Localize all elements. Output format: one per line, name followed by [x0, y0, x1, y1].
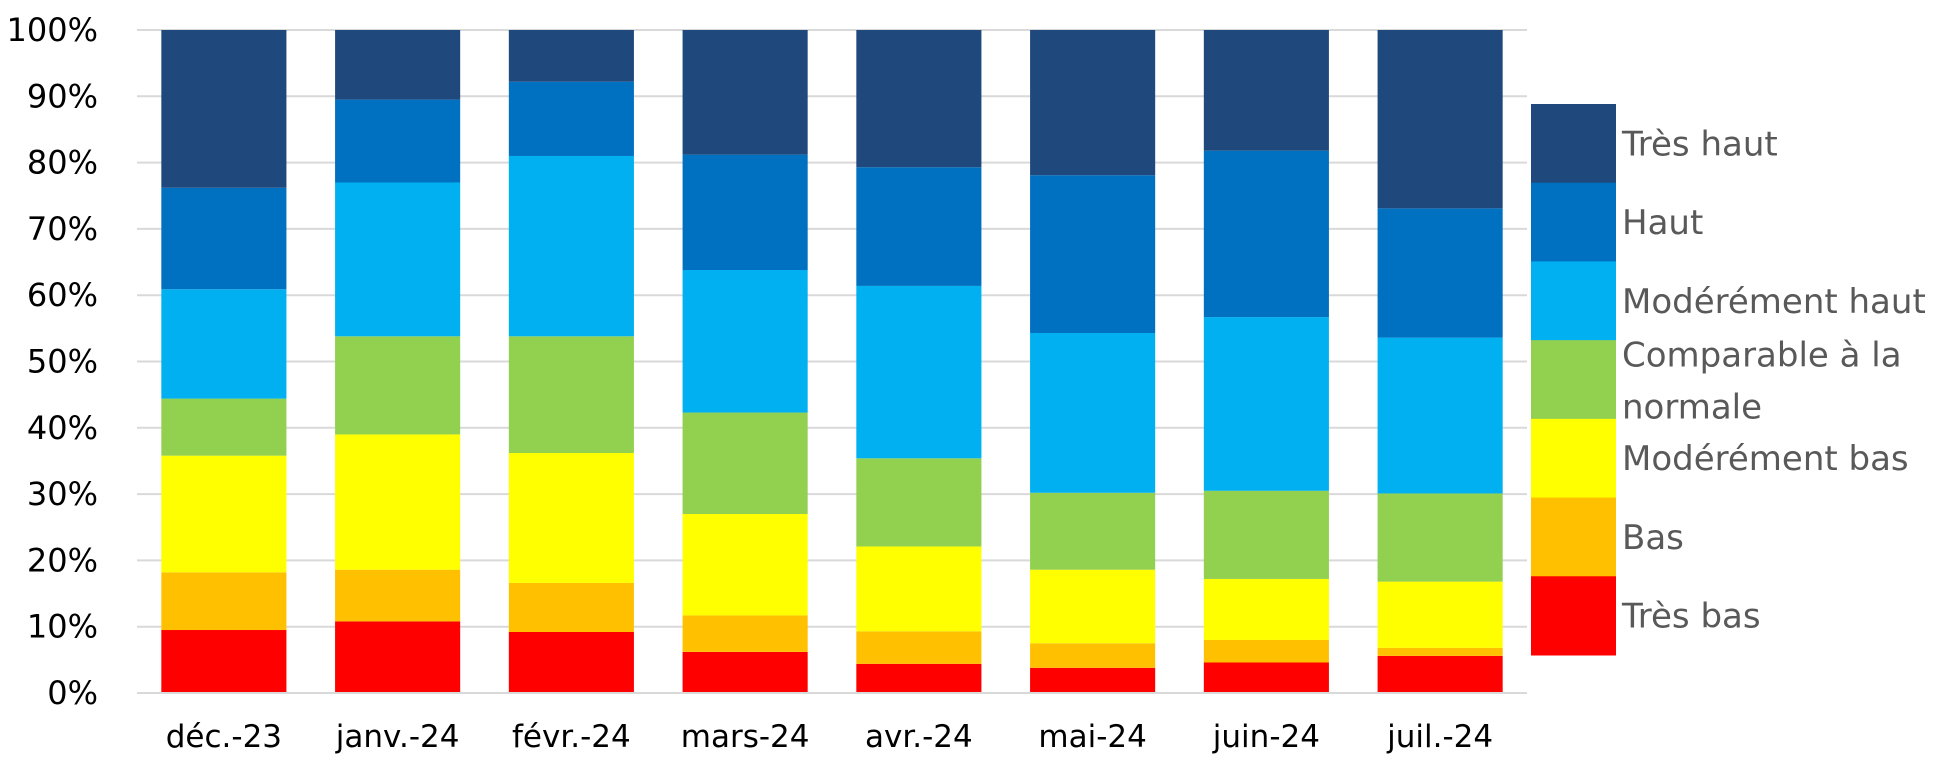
y-tick-label: 80% — [27, 144, 98, 182]
bar-segment — [1030, 30, 1156, 176]
bar-segment — [682, 30, 808, 155]
bar-segment — [1203, 578, 1329, 640]
bar-segment — [682, 154, 808, 271]
bar-segment — [682, 412, 808, 514]
bar-segment — [508, 336, 634, 453]
y-tick-label: 100% — [7, 11, 98, 49]
legend-swatch — [1531, 182, 1616, 262]
legend-label: Très haut — [1621, 124, 1778, 164]
y-tick-label: 20% — [27, 541, 98, 579]
y-tick-label: 10% — [27, 608, 98, 646]
x-tick-label: févr.-24 — [512, 719, 631, 755]
legend-label: Modérément bas — [1622, 439, 1909, 479]
bar-segment — [161, 630, 287, 693]
legend-label: Comparable à la normale — [1622, 336, 1902, 428]
bars — [161, 30, 1503, 693]
bar-segment — [335, 569, 461, 622]
y-axis-tick-labels: 0% 10% 20% 30% 40% 50% 60% 70% 80% 90% 100% — [7, 11, 98, 712]
legend-swatch — [1531, 261, 1616, 341]
legend-swatch — [1531, 497, 1616, 577]
legend-swatch — [1531, 104, 1616, 184]
legend-label: Bas — [1622, 518, 1684, 558]
bar-segment — [682, 513, 808, 616]
bar-segment — [1030, 569, 1156, 644]
bar-segment — [1377, 208, 1503, 338]
bar-segment — [682, 651, 808, 693]
bar-segment — [161, 455, 287, 573]
legend-swatch — [1531, 576, 1616, 656]
bar-segment — [1377, 30, 1503, 209]
bar-segment — [1377, 493, 1503, 582]
bar-segment — [161, 187, 287, 290]
legend-swatch — [1531, 418, 1616, 499]
bar-segment — [1203, 150, 1329, 318]
bar-segment — [856, 663, 982, 693]
bar-segment — [335, 99, 461, 183]
bar-segment — [508, 155, 634, 337]
x-tick-label: mai-24 — [1038, 719, 1146, 755]
bar-segment — [1030, 332, 1156, 493]
bar-segment — [335, 182, 461, 337]
bar-segment — [1203, 639, 1329, 663]
bar-segment — [508, 30, 634, 82]
bar-segment — [508, 582, 634, 633]
bar-segment — [335, 621, 461, 693]
y-tick-label: 30% — [27, 475, 98, 513]
legend-label: Modérément haut — [1622, 282, 1926, 322]
bar-segment — [682, 270, 808, 413]
bar-segment — [856, 30, 982, 168]
bar-segment — [1030, 492, 1156, 570]
bar-segment — [856, 631, 982, 664]
y-tick-label: 70% — [27, 210, 98, 248]
bar-segment — [508, 632, 634, 693]
bar-segment — [161, 289, 287, 399]
x-tick-label: janv.-24 — [335, 719, 460, 755]
bar-segment — [856, 285, 982, 459]
bar-segment — [161, 572, 287, 631]
y-tick-label: 0% — [47, 674, 98, 712]
bar-segment — [1377, 655, 1503, 693]
bar-segment — [1030, 667, 1156, 693]
bar-segment — [508, 81, 634, 156]
bar-segment — [161, 398, 287, 456]
bar-segment — [1203, 317, 1329, 491]
bar-segment — [508, 452, 634, 583]
x-tick-label: avr.-24 — [865, 719, 973, 755]
bar-segment — [1203, 662, 1329, 693]
bar-segment — [856, 458, 982, 547]
x-tick-label: juil.-24 — [1386, 719, 1493, 755]
bar-segment — [1377, 337, 1503, 494]
bar-segment — [856, 546, 982, 632]
bar-segment — [1203, 490, 1329, 579]
bar-segment — [1203, 30, 1329, 151]
y-tick-label: 50% — [27, 343, 98, 381]
x-tick-label: mars-24 — [681, 719, 810, 755]
y-tick-label: 60% — [27, 276, 98, 314]
x-axis-tick-labels: déc.-23 janv.-24 févr.-24 mars-24 avr.-24 mai… — [166, 719, 1493, 755]
legend-label: Haut — [1622, 203, 1703, 243]
bar-segment — [335, 336, 461, 435]
y-tick-label: 40% — [27, 409, 98, 447]
bar-segment — [1030, 643, 1156, 668]
x-tick-label: déc.-23 — [166, 719, 282, 755]
x-tick-label: juin-24 — [1212, 719, 1320, 755]
legend-swatch — [1531, 340, 1616, 420]
legend: Très haut Haut Modérément haut Comparable à… — [1531, 104, 1926, 656]
bar-segment — [335, 434, 461, 570]
bar-segment — [1030, 175, 1156, 333]
bar-segment — [682, 615, 808, 652]
bar-segment — [856, 167, 982, 286]
y-tick-label: 90% — [27, 77, 98, 115]
bar-segment — [335, 30, 461, 100]
legend-label: Très bas — [1621, 597, 1761, 637]
bar-segment — [1377, 647, 1503, 656]
bar-segment — [161, 30, 287, 188]
bar-segment — [1377, 581, 1503, 648]
